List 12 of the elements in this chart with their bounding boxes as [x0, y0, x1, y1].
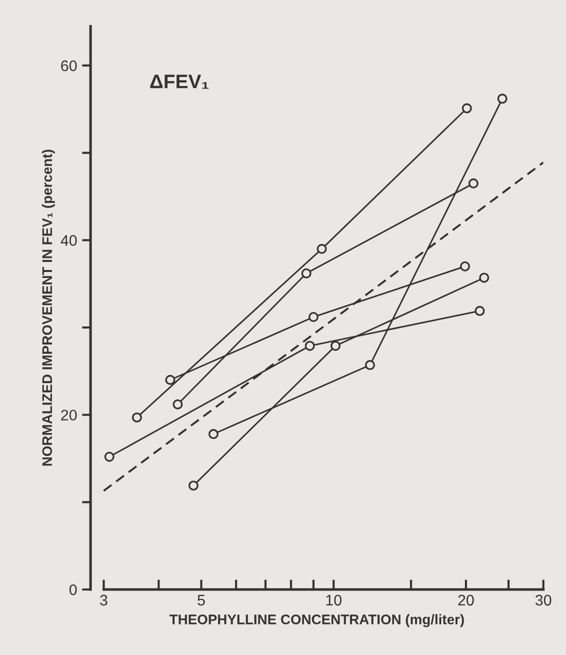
y-tick-label: 0: [69, 584, 77, 596]
y-axis-title: NORMALIZED IMPROVEMENT IN FEV₁ (percent): [42, 150, 55, 466]
annotation: ΔFEV₁: [150, 74, 209, 89]
x-tick-label: 10: [326, 594, 342, 606]
x-axis-title: THEOPHYLLINE CONCENTRATION (mg/liter): [169, 614, 464, 628]
y-tick-label: 20: [61, 410, 77, 421]
x-tick-label: 5: [198, 594, 205, 606]
y-tick-label: 40: [60, 235, 77, 246]
y-tick-label: 60: [61, 60, 77, 72]
x-tick-label: 3: [100, 594, 108, 606]
x-tick-label: 20: [458, 594, 474, 606]
x-tick-label: 30: [535, 594, 552, 606]
